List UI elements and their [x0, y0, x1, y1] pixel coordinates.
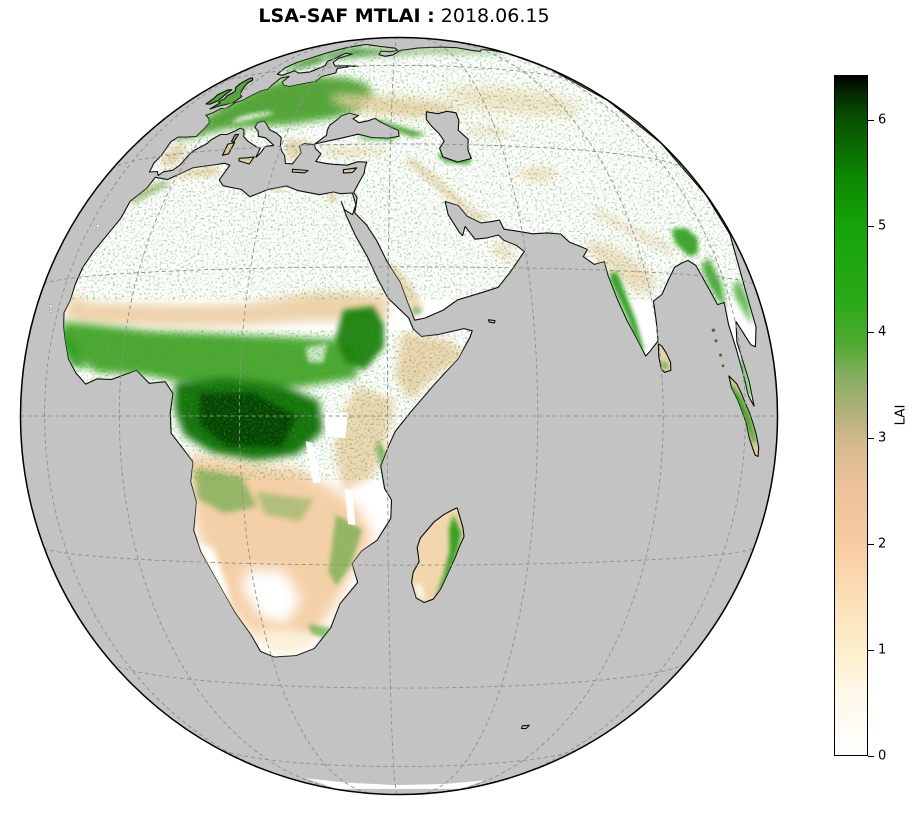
lakes-group — [305, 412, 356, 525]
colorbar-tick-label-5: 5 — [878, 218, 887, 234]
region-kalahari-white — [242, 570, 302, 624]
meridian-60 — [420, 37, 539, 795]
chart-title: LSA-SAF MTLAI : 2018.06.15 — [258, 5, 549, 27]
region-zambia-green — [255, 491, 314, 522]
antarctica-edge — [305, 778, 485, 789]
lake-malawi — [344, 488, 356, 525]
globe-rim — [19, 36, 779, 796]
ice-group — [305, 778, 485, 789]
colorbar-gradient — [834, 75, 868, 756]
island-nicobar-2 — [721, 364, 725, 368]
caspian-sea — [425, 110, 473, 163]
island-cape-verde-2 — [49, 309, 52, 313]
colorbar-tick-label-2: 2 — [878, 536, 887, 552]
colorbar-tick-label-6: 6 — [878, 112, 887, 128]
colorbar-tick-label-0: 0 — [878, 748, 887, 764]
region-yemen-green — [411, 306, 424, 316]
island-nicobar-1 — [718, 353, 723, 357]
island-canary-2 — [92, 226, 96, 230]
colorbar-tick-2 — [868, 543, 874, 545]
colorbar-tick-1 — [868, 649, 874, 651]
colorbar-tick-label-3: 3 — [878, 430, 887, 446]
landmass-kerguelen — [520, 724, 530, 730]
globe-outline — [19, 36, 779, 796]
meridian-40 — [387, 37, 398, 795]
small-islands-group — [49, 223, 725, 368]
lake-victoria — [324, 412, 348, 439]
parallel-20 — [43, 266, 755, 286]
meridian--20 — [44, 55, 284, 777]
colorbar-tick-label-1: 1 — [878, 642, 887, 658]
graticule-group — [20, 37, 778, 795]
parallel--20 — [43, 546, 755, 566]
inland-seas-group — [425, 110, 473, 163]
meridian-0 — [118, 40, 347, 792]
region-madagascar-south-white — [415, 582, 427, 601]
meridian-100 — [499, 50, 746, 782]
region-south-africa-cream — [257, 628, 321, 654]
landmass-socotra — [487, 319, 496, 324]
colorbar-tick-0 — [868, 756, 874, 757]
colorbar-tick-6 — [868, 119, 874, 121]
island-andaman-2 — [714, 339, 718, 343]
colorbar-tick-3 — [868, 437, 874, 439]
region-sa-east-green — [308, 615, 340, 640]
parallel--60 — [216, 747, 581, 768]
parallel-40 — [111, 143, 687, 171]
colorbar-tick-4 — [868, 331, 874, 333]
region-sri-lanka-green — [660, 360, 669, 371]
lake-tanganyika — [305, 441, 321, 484]
meridian-80 — [448, 40, 664, 792]
colorbar-tick-5 — [868, 225, 874, 227]
island-canary-1 — [96, 223, 100, 228]
chart-title-date: 2018.06.15 — [434, 5, 550, 27]
region-mozambique-coast-green — [328, 514, 363, 586]
island-cape-verde-1 — [49, 304, 53, 308]
chart-title-bold: LSA-SAF MTLAI : — [258, 5, 435, 27]
meridian-20 — [238, 37, 375, 795]
colorbar-tick-label-4: 4 — [878, 324, 887, 340]
parallel--40 — [111, 661, 687, 689]
region-madagascar-east-green — [435, 514, 462, 598]
island-andaman-1 — [711, 328, 716, 333]
colorbar-label: LAI — [892, 404, 909, 426]
parallel-60 — [216, 64, 581, 85]
region-sahel-band — [63, 292, 388, 327]
